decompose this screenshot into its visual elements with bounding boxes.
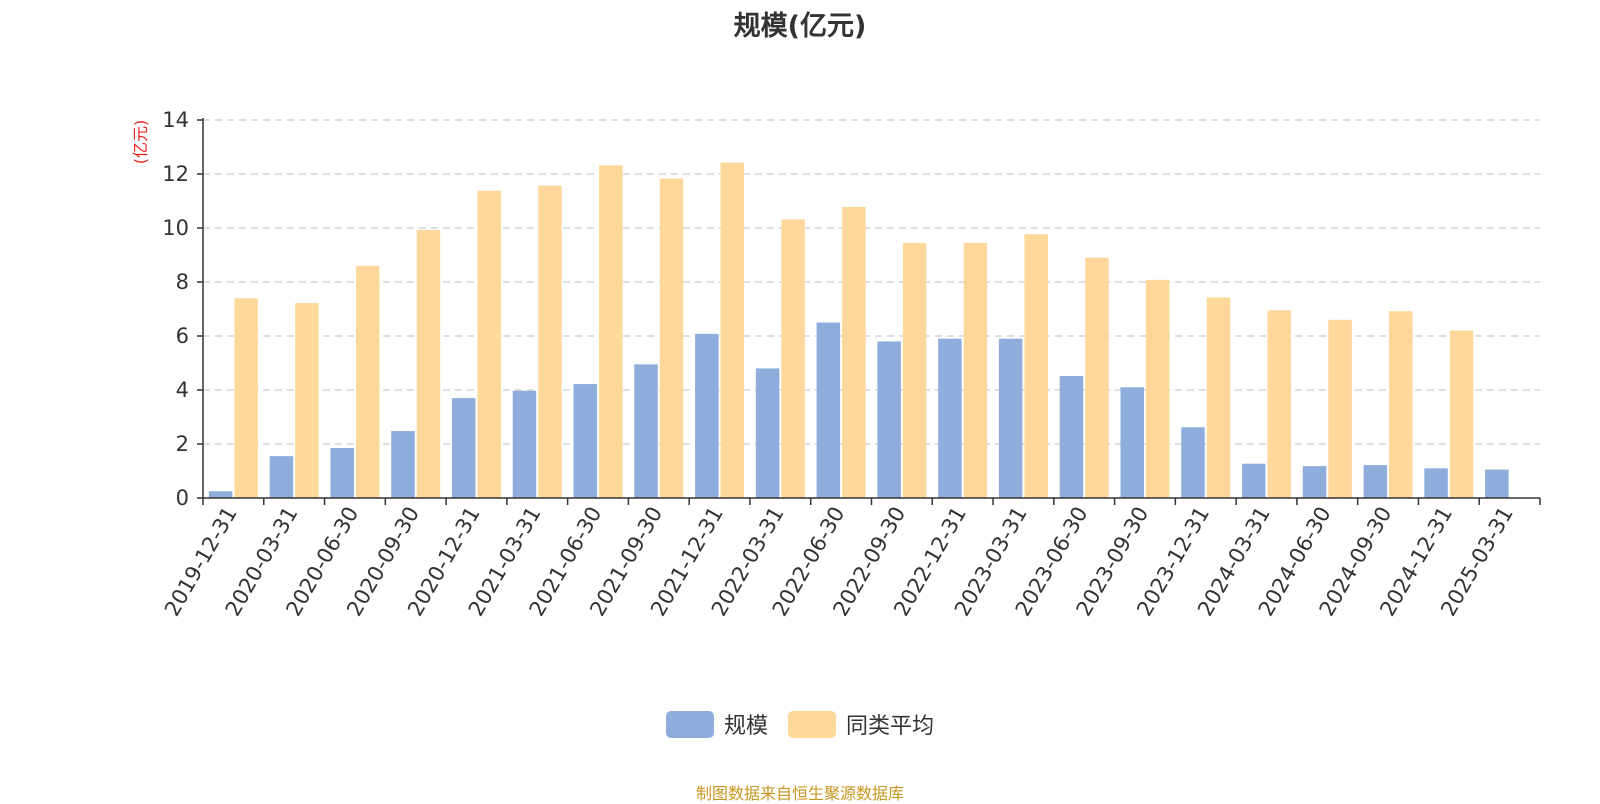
bar-scale xyxy=(512,390,537,498)
bar-scale xyxy=(695,333,719,498)
bar-peer-average xyxy=(1145,279,1170,498)
y-tick-label: 10 xyxy=(162,216,189,240)
bar-scale xyxy=(877,341,901,498)
bar-scale xyxy=(208,491,233,498)
bar-scale xyxy=(1120,387,1144,498)
bar-scale xyxy=(1363,465,1388,498)
legend: 规模 同类平均 xyxy=(0,708,1600,740)
source-note: 制图数据来自恒生聚源数据库 xyxy=(695,784,904,803)
bar-peer-average xyxy=(659,178,684,498)
chart-title: 规模(亿元) xyxy=(733,11,867,42)
bar-peer-average xyxy=(963,242,988,498)
y-tick-label: 6 xyxy=(176,324,189,348)
bar-scale xyxy=(816,322,841,498)
bar-peer-average xyxy=(1267,310,1292,498)
legend-item-peer-average[interactable]: 同类平均 xyxy=(788,708,934,740)
bar-peer-average xyxy=(538,185,562,499)
y-tick-label: 8 xyxy=(176,270,189,294)
legend-item-scale[interactable]: 规模 xyxy=(665,708,768,740)
bar-peer-average xyxy=(295,303,319,498)
bar-peer-average xyxy=(477,190,501,499)
y-tick-label: 4 xyxy=(176,378,189,402)
y-tick-label: 12 xyxy=(162,162,189,186)
bar-scale xyxy=(938,338,962,498)
bar-peer-average xyxy=(234,298,258,498)
bar-peer-average xyxy=(1328,319,1352,498)
bar-scale xyxy=(1181,427,1205,498)
y-tick-label: 2 xyxy=(176,432,189,456)
bar-peer-average xyxy=(599,165,623,499)
bar-peer-average xyxy=(1389,311,1413,498)
bar-peer-average xyxy=(720,162,745,498)
bar-peer-average xyxy=(1024,234,1048,498)
bar-scale xyxy=(1302,466,1327,498)
bar-peer-average xyxy=(1449,330,1474,498)
bar-scale xyxy=(451,398,476,498)
bars xyxy=(208,162,1509,499)
y-tick-label: 14 xyxy=(162,108,189,132)
legend-label-scale: 规模 xyxy=(723,714,768,739)
bar-peer-average xyxy=(842,206,866,498)
bar-peer-average xyxy=(416,229,441,498)
legend-label-peer-average: 同类平均 xyxy=(846,714,935,739)
bar-peer-average xyxy=(1206,297,1231,498)
bar-chart: 024681012142019-12-312020-03-312020-06-3… xyxy=(131,108,1541,620)
bar-scale xyxy=(573,384,598,498)
bar-scale xyxy=(1485,469,1509,498)
y-tick-label: 0 xyxy=(176,486,189,510)
bar-peer-average xyxy=(781,219,805,499)
bar-scale xyxy=(391,431,415,498)
bar-scale xyxy=(998,338,1023,498)
y-axis-label: (亿元) xyxy=(131,120,150,165)
bar-scale xyxy=(1059,375,1084,498)
bar-scale xyxy=(1424,468,1448,498)
bar-scale xyxy=(634,364,658,498)
bar-peer-average xyxy=(355,265,380,498)
legend-swatch-peer-average xyxy=(788,710,836,738)
bar-scale xyxy=(330,448,354,498)
bar-scale xyxy=(269,456,294,498)
bar-peer-average xyxy=(1085,257,1109,498)
bar-scale xyxy=(755,368,780,498)
bar-peer-average xyxy=(902,242,927,498)
bar-scale xyxy=(1242,463,1266,498)
legend-swatch-scale xyxy=(665,710,714,738)
